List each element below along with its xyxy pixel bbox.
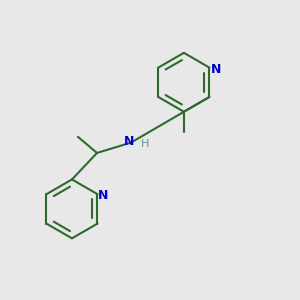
Text: N: N [124, 135, 135, 148]
Text: N: N [211, 62, 221, 76]
Text: H: H [141, 139, 149, 149]
Text: N: N [98, 189, 109, 202]
